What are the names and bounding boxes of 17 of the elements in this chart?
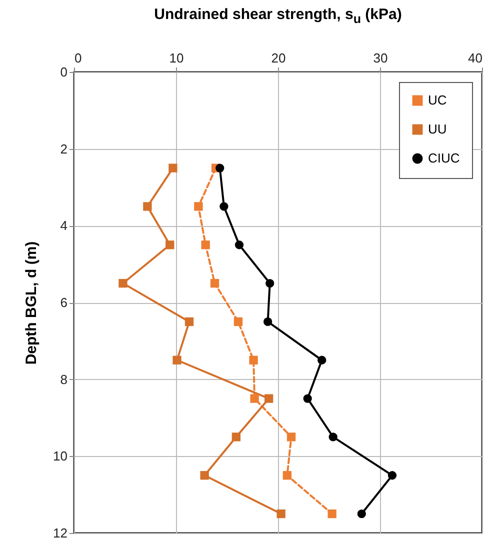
y-tick-label: 6	[60, 295, 68, 310]
legend-label: CIUC	[428, 150, 460, 166]
y-tick-label: 2	[60, 141, 68, 156]
y-axis-title: Depth BGL, d (m)	[23, 241, 40, 365]
y-tick-label: 12	[53, 526, 68, 540]
y-tick-label: 4	[60, 218, 68, 234]
x-axis-title: Undrained shear strength, s$_{u}$ (kPa)	[153, 6, 403, 26]
x-tick-label: 10	[169, 50, 184, 66]
x-tick-label: 20	[271, 50, 286, 66]
y-tick-label: 10	[53, 448, 68, 464]
x-tick-label: 40	[468, 50, 482, 66]
x-tick-label: 0	[74, 50, 82, 66]
y-tick-label: 0	[60, 64, 68, 80]
legend-label: UC	[428, 92, 447, 108]
legend-label: UU	[428, 122, 447, 136]
x-tick-label: 30	[373, 50, 388, 66]
y-tick-label: 8	[60, 372, 68, 387]
